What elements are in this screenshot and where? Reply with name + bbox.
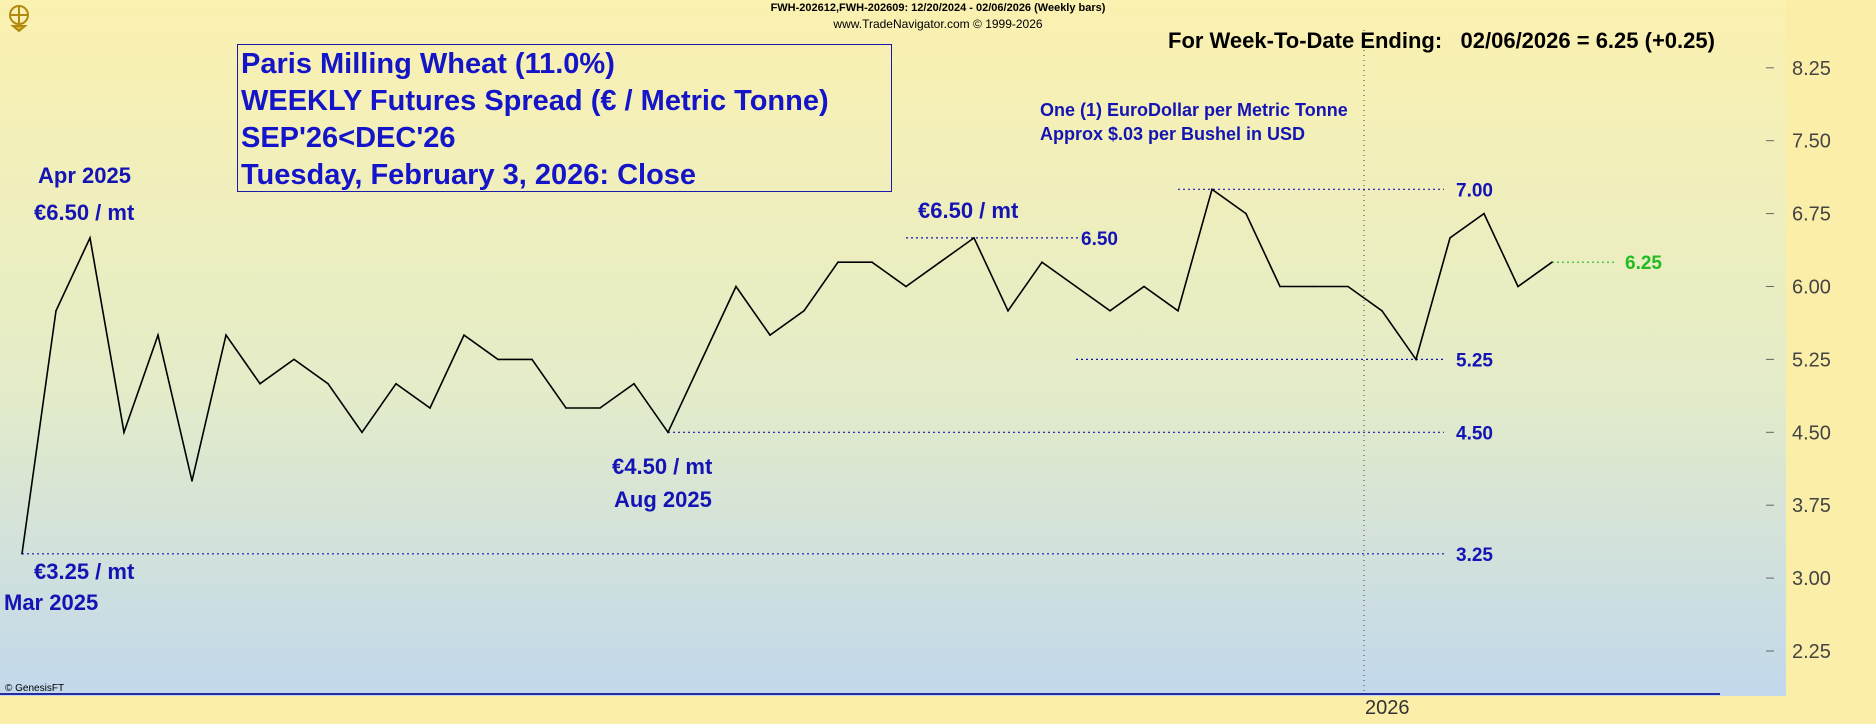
data-point (225, 334, 227, 336)
data-point (1075, 285, 1077, 288)
data-point (803, 310, 805, 312)
data-point (1007, 310, 1009, 312)
title-line-3: SEP'26<DEC'26 (241, 122, 456, 154)
data-point (633, 382, 635, 385)
reference-line-label: 6.50 (1081, 229, 1118, 250)
y-tick-label: 6.00 (1792, 277, 1831, 299)
y-tick-label: 7.50 (1792, 131, 1831, 153)
conversion-note-line-2: Approx $.03 per Bushel in USD (1040, 124, 1306, 144)
data-point (1415, 358, 1417, 361)
data-point (1245, 212, 1247, 215)
annotation-mid-value: €6.50 / mt (918, 198, 1019, 223)
data-point (1449, 237, 1451, 239)
data-point (55, 310, 57, 312)
data-point (905, 285, 907, 288)
y-tick-label: 6.75 (1792, 204, 1831, 226)
spread-series-line (21, 187, 1553, 554)
reference-line-label: 5.25 (1456, 350, 1493, 371)
data-point (157, 334, 159, 336)
trade-navigator-logo (9, 5, 29, 32)
data-point (837, 261, 839, 264)
title-line-2: WEEKLY Futures Spread (€ / Metric Tonne) (241, 85, 829, 117)
reference-line-label: 7.00 (1456, 180, 1493, 201)
data-point (361, 431, 363, 434)
data-point (1211, 188, 1213, 191)
data-point (1041, 261, 1043, 264)
y-tick-label: 4.50 (1792, 422, 1831, 444)
conversion-note: One (1) EuroDollar per Metric Tonne Appr… (1040, 98, 1348, 146)
data-point (1517, 285, 1519, 288)
annotation-aug-label: Aug 2025 (614, 487, 712, 512)
data-point (293, 358, 295, 361)
data-point (939, 261, 941, 264)
y-tick-label: 2.25 (1792, 641, 1831, 663)
data-point (1143, 285, 1145, 288)
y-axis: 8.25 7.50 6.75 6.00 5.25 4.50 3.75 3.00 2.25 (1766, 58, 1831, 663)
data-point (123, 431, 125, 434)
data-point (769, 334, 771, 336)
annotation-aug-value: €4.50 / mt (612, 454, 713, 479)
data-point (599, 407, 601, 409)
y-tick-label: 3.00 (1792, 568, 1831, 590)
data-point (327, 382, 329, 385)
data-point (191, 480, 193, 482)
data-point (871, 261, 873, 264)
reference-line-label: 3.25 (1456, 545, 1493, 566)
annotation-apr-value: €6.50 / mt (34, 200, 135, 225)
annotation-apr-label: Apr 2025 (38, 163, 131, 188)
data-point (21, 553, 23, 555)
title-line-4: Tuesday, February 3, 2026: Close (241, 159, 697, 191)
data-point (1483, 212, 1485, 215)
data-point (1381, 310, 1383, 312)
data-point (1313, 285, 1315, 288)
data-point (1279, 285, 1281, 288)
reference-line-label: 6.25 (1625, 253, 1662, 274)
data-point (1551, 261, 1553, 264)
data-point (735, 285, 737, 288)
data-point (429, 407, 431, 409)
plot-background (0, 0, 1786, 696)
title-box: Paris Milling Wheat (11.0%) WEEKLY Futur… (237, 44, 892, 192)
reference-lines: 7.00 6.50 6.25 5.25 4.50 3.25 (22, 180, 1662, 566)
x-tick-label-2026: 2026 (1365, 697, 1410, 719)
y-tick-label: 3.75 (1792, 495, 1831, 517)
series-line (21, 187, 1553, 555)
reference-line-label: 4.50 (1456, 423, 1493, 444)
annotation-mar-label: Mar 2025 (4, 590, 99, 615)
data-point (667, 431, 669, 434)
annotation-mar-value: €3.25 / mt (34, 559, 135, 584)
conversion-note-line-1: One (1) EuroDollar per Metric Tonne (1040, 100, 1348, 120)
data-point (973, 237, 975, 239)
week-to-date-label: For Week-To-Date Ending: 02/06/2026 = 6.… (1168, 28, 1715, 53)
header-copyright-line: www.TradeNavigator.com © 1999-2026 (833, 17, 1043, 31)
data-point (1347, 285, 1349, 288)
data-point (531, 358, 533, 361)
y-tick-label: 5.25 (1792, 349, 1831, 371)
data-point (1109, 310, 1111, 312)
data-point (701, 358, 703, 361)
data-point (1177, 310, 1179, 312)
genesis-copyright: © GenesisFT (5, 683, 65, 694)
data-point (89, 237, 91, 239)
data-point (497, 358, 499, 361)
data-point (259, 382, 261, 385)
data-point (463, 334, 465, 336)
y-tick-label: 8.25 (1792, 58, 1831, 80)
data-point (395, 382, 397, 385)
header-symbol-line: FWH-202612,FWH-202609: 12/20/2024 - 02/0… (770, 2, 1106, 14)
title-line-1: Paris Milling Wheat (11.0%) (241, 48, 615, 80)
data-point (565, 407, 567, 409)
